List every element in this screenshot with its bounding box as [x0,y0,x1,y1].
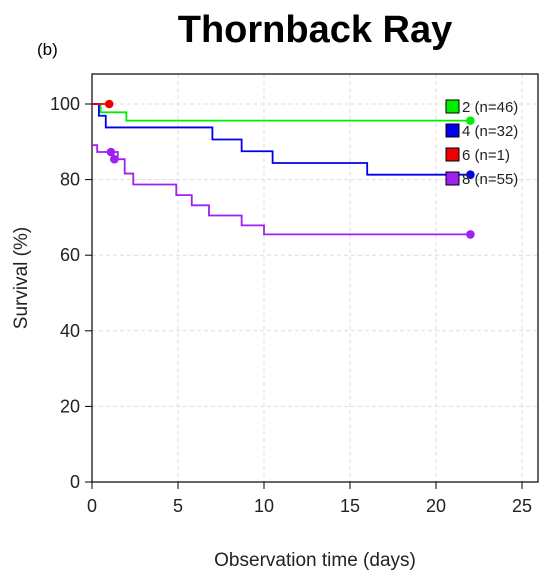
censor-point [104,99,114,109]
legend-label: 8 (n=55) [462,171,518,188]
y-tick-label: 20 [60,396,80,416]
y-tick-label: 40 [60,321,80,341]
y-tick-label: 60 [60,245,80,265]
legend-swatch [445,147,460,162]
legend-label: 6 (n=1) [462,147,510,164]
y-tick-label: 100 [50,94,80,114]
x-axis-label: Observation time (days) [214,550,416,571]
panel-label: (b) [37,40,58,59]
legend-swatch [445,99,460,114]
legend-swatch [445,123,460,138]
censor-point [466,116,475,125]
chart-title: Thornback Ray [178,9,453,51]
plot-frame [91,73,539,483]
series-line-1 [92,103,471,122]
series-line-2 [92,103,471,176]
x-tick-label: 0 [87,496,97,516]
x-tick-label: 25 [512,496,532,516]
legend-label: 4 (n=32) [462,123,518,140]
y-tick-label: 80 [60,170,80,190]
series-line-4 [92,144,471,236]
x-tick-label: 20 [426,496,446,516]
axes: 0 5 10 15 20 25 0 20 40 60 80 100 [50,94,532,516]
censor-point [466,230,475,239]
legend: 2 (n=46) 4 (n=32) 6 (n=1) 8 (n=55) [445,99,518,188]
legend-label: 2 (n=46) [462,99,518,116]
x-tick-label: 5 [173,496,183,516]
censor-point [110,154,119,164]
censor-point [106,147,116,157]
series-lines [92,99,475,239]
y-axis-label: Survival (%) [11,227,32,329]
legend-swatch [445,171,460,186]
x-tick-label: 10 [254,496,274,516]
y-tick-label: 0 [70,472,80,492]
censor-point [466,170,475,179]
x-tick-label: 15 [340,496,360,516]
